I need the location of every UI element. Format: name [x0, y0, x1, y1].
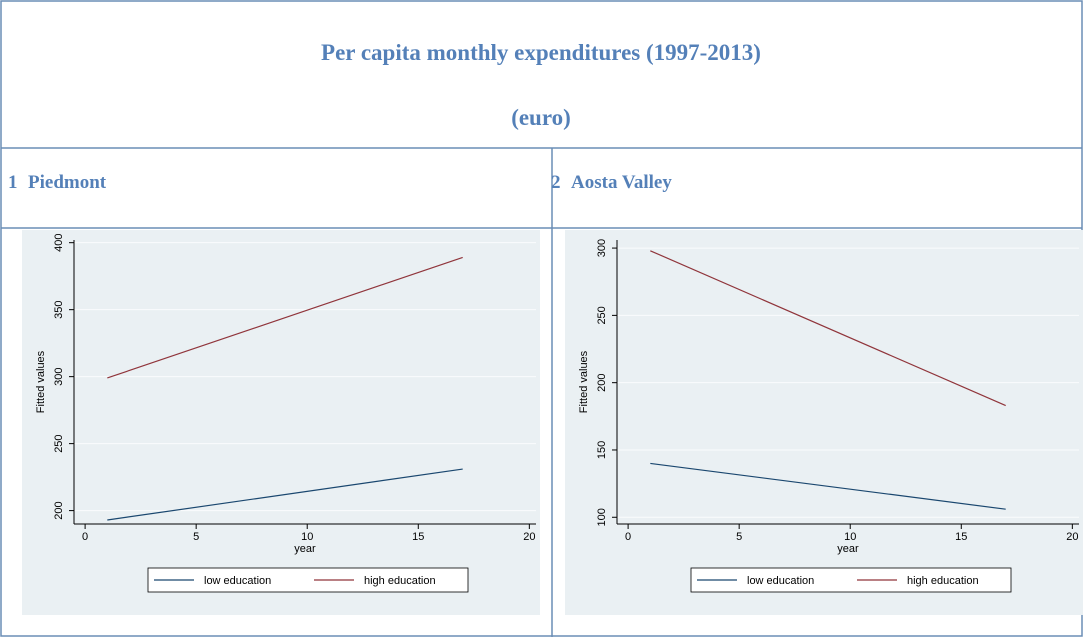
panel-title: Piedmont — [28, 172, 107, 193]
legend-box — [147, 567, 469, 593]
x-tick-label: 0 — [625, 531, 631, 543]
x-tick-label: 15 — [955, 531, 967, 543]
title: Per capita monthly expenditures (1997-20… — [321, 40, 761, 65]
panel-title: Aosta Valley — [571, 172, 672, 193]
chart-background — [22, 230, 540, 615]
x-axis-title: year — [294, 543, 316, 555]
x-tick-label: 5 — [193, 531, 199, 543]
legend-label: high education — [907, 575, 979, 587]
subtitle: (euro) — [511, 105, 571, 130]
y-tick-label: 400 — [53, 233, 65, 251]
series-line — [107, 256, 463, 379]
y-axis-title: Fitted values — [578, 350, 590, 413]
x-tick-label: 20 — [1066, 531, 1078, 543]
x-tick-label: 10 — [844, 531, 856, 543]
y-tick-label: 250 — [596, 306, 608, 324]
x-tick-label: 20 — [523, 531, 535, 543]
y-tick-label: 350 — [53, 300, 65, 318]
y-tick-label: 250 — [53, 434, 65, 452]
x-axis-title: year — [837, 543, 859, 555]
series-line — [107, 468, 463, 521]
panel-number: 1 — [8, 172, 18, 193]
y-tick-label: 100 — [596, 508, 608, 526]
y-tick-label: 300 — [596, 239, 608, 257]
x-tick-label: 15 — [412, 531, 424, 543]
y-tick-label: 200 — [53, 501, 65, 519]
x-tick-label: 0 — [82, 531, 88, 543]
series-line — [650, 462, 1006, 510]
legend-label: low education — [747, 575, 814, 587]
legend-box — [690, 567, 1012, 593]
chart-background — [565, 230, 1083, 615]
legend-label: high education — [364, 575, 436, 587]
legend-label: low education — [204, 575, 271, 587]
y-axis-title: Fitted values — [35, 350, 47, 413]
y-tick-label: 300 — [53, 367, 65, 385]
panel-number: 2 — [551, 172, 561, 193]
x-tick-label: 10 — [301, 531, 313, 543]
x-tick-label: 5 — [736, 531, 742, 543]
y-tick-label: 150 — [596, 441, 608, 459]
series-line — [650, 250, 1006, 407]
y-tick-label: 200 — [596, 373, 608, 391]
